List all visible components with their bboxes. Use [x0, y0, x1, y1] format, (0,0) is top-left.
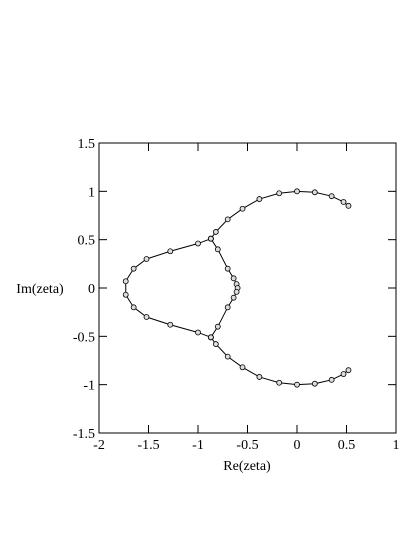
y-tick-label: 1.5 [78, 137, 96, 152]
point [143, 256, 150, 262]
x-axis-label: Re(zeta) [223, 459, 271, 474]
point [195, 329, 201, 336]
point [214, 323, 221, 330]
x-tick-label: -0.5 [236, 438, 258, 453]
x-tick-label: 0.5 [338, 438, 356, 453]
point [328, 193, 335, 200]
point [311, 380, 318, 387]
point [214, 246, 221, 253]
point [224, 265, 231, 272]
point [294, 188, 300, 195]
x-tick-label: 1 [393, 438, 400, 453]
point [340, 199, 347, 205]
x-tick-label: 0 [294, 438, 301, 453]
x-tick-label: -1 [192, 438, 204, 453]
point [122, 278, 129, 285]
point [224, 216, 231, 223]
point [294, 381, 300, 388]
series-line [210, 238, 239, 338]
y-axis-label: Im(zeta) [16, 282, 64, 297]
point [239, 205, 246, 212]
y-tick-label: 0.5 [78, 234, 96, 249]
point [256, 374, 263, 380]
series-line [210, 190, 349, 239]
point [195, 240, 201, 247]
point [212, 229, 219, 235]
series-line [125, 238, 212, 338]
point [212, 341, 219, 347]
y-tick-label: -1 [83, 379, 95, 394]
y-tick-label: -1.5 [73, 427, 95, 442]
point [224, 304, 231, 311]
point [230, 275, 237, 282]
point [207, 235, 214, 242]
point [328, 376, 335, 383]
point [233, 288, 240, 295]
point [256, 196, 263, 202]
point [311, 189, 318, 196]
point [230, 294, 237, 301]
point [122, 291, 129, 298]
point [239, 364, 246, 371]
point [167, 248, 174, 255]
point [276, 190, 283, 197]
x-tick-label: -1.5 [137, 438, 159, 453]
x-tick-label: -2 [93, 438, 105, 453]
series-line [210, 337, 349, 386]
plot-frame [98, 142, 397, 434]
point [345, 367, 352, 374]
y-tick-label: -0.5 [73, 330, 95, 345]
point [224, 353, 231, 360]
point [167, 321, 174, 328]
y-tick-label: 1 [88, 185, 95, 200]
point [143, 314, 150, 320]
point [207, 334, 214, 341]
point [130, 304, 137, 311]
point [130, 265, 137, 272]
point [340, 371, 347, 377]
point [276, 379, 283, 386]
y-tick-label: 0 [88, 282, 95, 297]
point [345, 202, 352, 209]
